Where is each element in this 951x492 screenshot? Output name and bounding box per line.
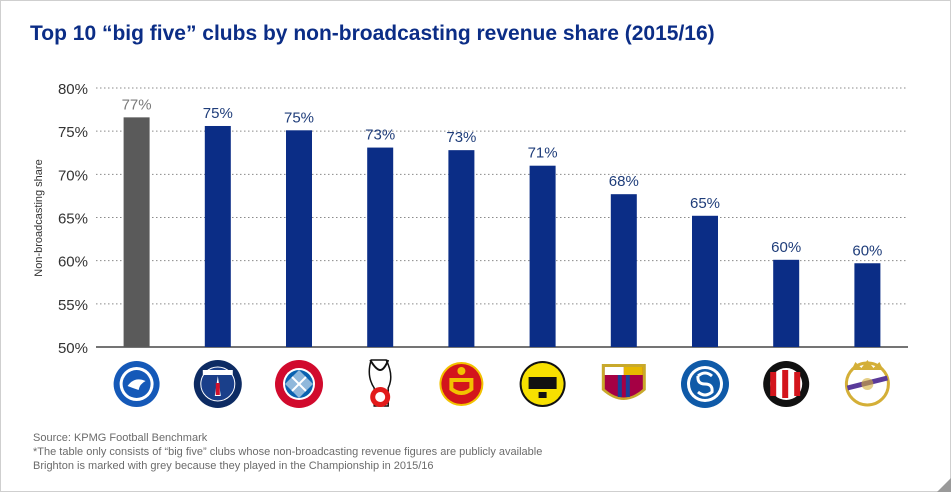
bayern-crest-icon bbox=[275, 360, 323, 408]
y-tick-label: 75% bbox=[58, 124, 88, 141]
barcelona-crest-icon bbox=[601, 364, 646, 400]
page-curl bbox=[937, 478, 951, 492]
club-crests bbox=[113, 359, 890, 408]
data-label: 73% bbox=[365, 127, 395, 144]
schalke-crest-icon bbox=[681, 360, 729, 408]
ac-milan-crest-icon bbox=[763, 361, 810, 407]
bar bbox=[692, 215, 718, 347]
bar bbox=[773, 259, 800, 347]
bars: 77% 75% 75% 73% 73% 71% 68% 65% 60% 60% bbox=[122, 96, 882, 347]
data-label: 75% bbox=[284, 109, 314, 126]
bar bbox=[204, 125, 231, 347]
footnote-brighton: Brighton is marked with grey because the… bbox=[33, 460, 434, 472]
bar bbox=[529, 165, 556, 347]
y-tick-label: 60% bbox=[58, 254, 88, 271]
bar bbox=[448, 150, 475, 347]
bar bbox=[286, 130, 312, 347]
data-label: 73% bbox=[446, 129, 476, 146]
data-label: 60% bbox=[771, 239, 801, 256]
bar bbox=[854, 263, 881, 347]
y-tick-label: 70% bbox=[58, 167, 88, 184]
y-tick-label: 65% bbox=[58, 211, 88, 228]
grid-lines bbox=[96, 87, 908, 348]
data-label: 77% bbox=[122, 96, 152, 113]
bar-chart: 50% 55% 60% 65% 70% 75% 80% Non-broadcasting s… bbox=[33, 81, 908, 408]
brighton-crest-icon bbox=[113, 361, 160, 407]
bar bbox=[123, 117, 150, 347]
dortmund-crest-icon bbox=[519, 361, 566, 407]
data-label: 71% bbox=[528, 145, 558, 162]
chart-title: Top 10 “big five” clubs by non-broadcast… bbox=[30, 22, 715, 45]
data-label: 65% bbox=[690, 195, 720, 212]
real-madrid-crest-icon bbox=[844, 360, 890, 407]
man-united-crest-icon bbox=[439, 362, 484, 406]
data-label: 75% bbox=[203, 105, 233, 122]
psg-crest-icon bbox=[193, 360, 242, 408]
koln-crest-icon bbox=[368, 359, 392, 407]
y-tick-label: 50% bbox=[58, 340, 88, 357]
bar bbox=[367, 147, 394, 347]
data-label: 60% bbox=[852, 242, 882, 259]
y-tick-label: 80% bbox=[58, 81, 88, 98]
data-label: 68% bbox=[609, 173, 639, 190]
source-note: Source: KPMG Football Benchmark bbox=[33, 432, 208, 444]
y-axis-ticks: 50% 55% 60% 65% 70% 75% 80% bbox=[58, 81, 88, 357]
footnote-scope: *The table only consists of “big five” c… bbox=[33, 446, 543, 458]
y-axis-label: Non-broadcasting share bbox=[33, 159, 45, 276]
y-tick-label: 55% bbox=[58, 297, 88, 314]
bar bbox=[610, 194, 637, 347]
